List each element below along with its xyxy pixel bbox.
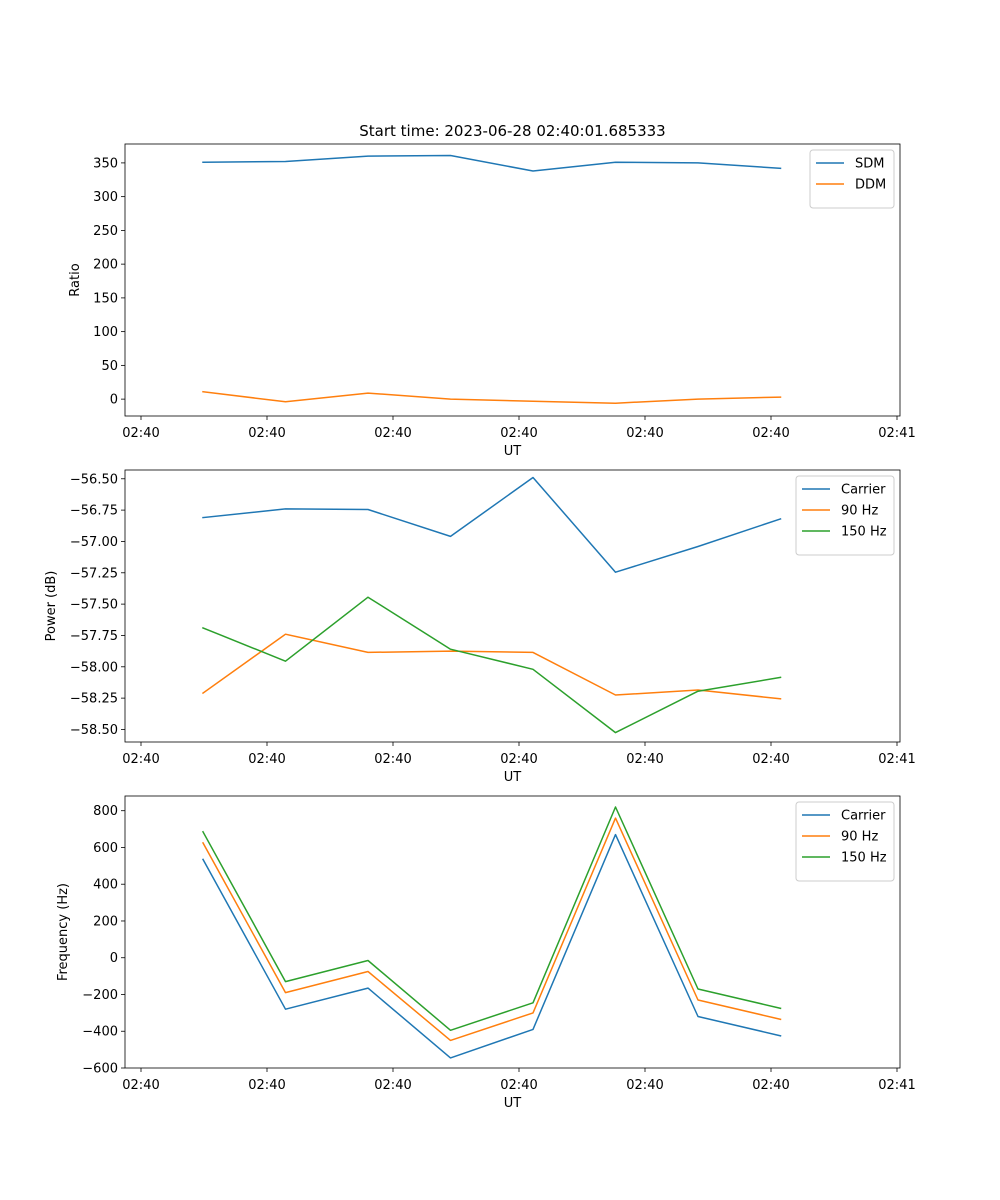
x-tick-label: 02:41 xyxy=(878,752,915,767)
x-axis-label: UT xyxy=(504,770,522,785)
y-tick-label: −58.50 xyxy=(70,723,118,738)
legend-box xyxy=(809,149,895,209)
x-tick-label: 02:40 xyxy=(626,426,663,441)
y-tick-label: −600 xyxy=(82,1062,118,1077)
x-tick-label: 02:40 xyxy=(248,426,285,441)
y-tick-label: −400 xyxy=(82,1025,118,1040)
x-tick-label: 02:40 xyxy=(752,1078,789,1093)
x-tick-label: 02:40 xyxy=(500,426,537,441)
plot-frame xyxy=(124,143,901,417)
legend-label: SDM xyxy=(855,157,884,172)
chart-panel-2: 02:40 02:40 02:40 02:40 02:40 02:40 02:41 −58.5… xyxy=(44,469,916,785)
series-line-sdm xyxy=(202,154,782,172)
plot-frame xyxy=(124,469,901,743)
x-axis-label: UT xyxy=(504,1096,522,1111)
y-tick-label: −56.50 xyxy=(70,472,118,487)
x-tick-label: 02:41 xyxy=(878,1078,915,1093)
x-tick-label: 02:41 xyxy=(878,426,915,441)
legend-label: 90 Hz xyxy=(841,830,878,845)
y-tick-label: 800 xyxy=(93,804,118,819)
figure-title: Start time: 2023-06-28 02:40:01.685333 xyxy=(359,122,665,140)
y-tick-label: −57.50 xyxy=(70,598,118,613)
x-tick-label: 02:40 xyxy=(248,752,285,767)
chart-panel-1: 02:40 02:40 02:40 02:40 02:40 02:40 02:41 0 50 10… xyxy=(68,143,916,459)
legend-box xyxy=(795,801,895,882)
legend-label: 150 Hz xyxy=(841,851,887,866)
x-tick-label: 02:40 xyxy=(122,752,159,767)
y-tick-label: 100 xyxy=(93,325,118,340)
y-tick-label: −56.75 xyxy=(70,504,118,519)
y-tick-label: −57.25 xyxy=(70,566,118,581)
y-tick-label: 600 xyxy=(93,841,118,856)
legend-box xyxy=(795,475,895,556)
y-tick-label: 150 xyxy=(93,291,118,306)
x-tick-label: 02:40 xyxy=(500,752,537,767)
plot-frame xyxy=(124,795,901,1069)
x-tick-label: 02:40 xyxy=(752,426,789,441)
legend-label: Carrier xyxy=(841,483,886,498)
y-tick-label: −58.25 xyxy=(70,692,118,707)
y-tick-label: 0 xyxy=(110,393,118,408)
y-tick-label: 50 xyxy=(101,359,118,374)
y-axis-label: Power (dB) xyxy=(44,571,59,642)
y-tick-label: 200 xyxy=(93,258,118,273)
legend: Carrier 90 Hz 150 Hz xyxy=(795,475,895,556)
y-tick-label: −57.00 xyxy=(70,535,118,550)
legend-label: 90 Hz xyxy=(841,504,878,519)
y-tick-label: 200 xyxy=(93,914,118,929)
y-tick-label: −58.00 xyxy=(70,660,118,675)
x-tick-label: 02:40 xyxy=(752,752,789,767)
series-line-150-hz xyxy=(201,806,782,1032)
series-line-150-hz xyxy=(202,596,782,734)
x-tick-label: 02:40 xyxy=(374,752,411,767)
series-line-carrier xyxy=(202,476,782,573)
y-tick-label: 250 xyxy=(93,224,118,239)
x-tick-label: 02:40 xyxy=(626,752,663,767)
y-tick-label: 400 xyxy=(93,878,118,893)
legend: Carrier 90 Hz 150 Hz xyxy=(795,801,895,882)
y-tick-label: 300 xyxy=(93,190,118,205)
x-tick-label: 02:40 xyxy=(374,426,411,441)
y-axis-label: Frequency (Hz) xyxy=(56,883,71,981)
legend: SDM DDM xyxy=(809,149,895,209)
x-tick-label: 02:40 xyxy=(626,1078,663,1093)
y-axis-label: Ratio xyxy=(68,263,83,296)
y-tick-label: 350 xyxy=(93,156,118,171)
x-tick-label: 02:40 xyxy=(248,1078,285,1093)
y-tick-label: 0 xyxy=(110,951,118,966)
series-line-ddm xyxy=(202,390,782,404)
y-tick-label: −200 xyxy=(82,988,118,1003)
legend-label: DDM xyxy=(855,178,886,193)
x-tick-label: 02:40 xyxy=(122,426,159,441)
y-tick-label: −57.75 xyxy=(70,629,118,644)
series-line-carrier xyxy=(201,833,782,1059)
x-tick-label: 02:40 xyxy=(122,1078,159,1093)
x-tick-label: 02:40 xyxy=(374,1078,411,1093)
x-tick-label: 02:40 xyxy=(500,1078,537,1093)
x-axis-label: UT xyxy=(504,444,522,459)
series-line-90-hz xyxy=(201,817,782,1042)
legend-label: 150 Hz xyxy=(841,525,887,540)
legend-label: Carrier xyxy=(841,809,886,824)
series-line-90-hz xyxy=(201,633,782,700)
chart-panel-3: 02:40 02:40 02:40 02:40 02:40 02:40 02:41 −600 −… xyxy=(56,795,916,1111)
